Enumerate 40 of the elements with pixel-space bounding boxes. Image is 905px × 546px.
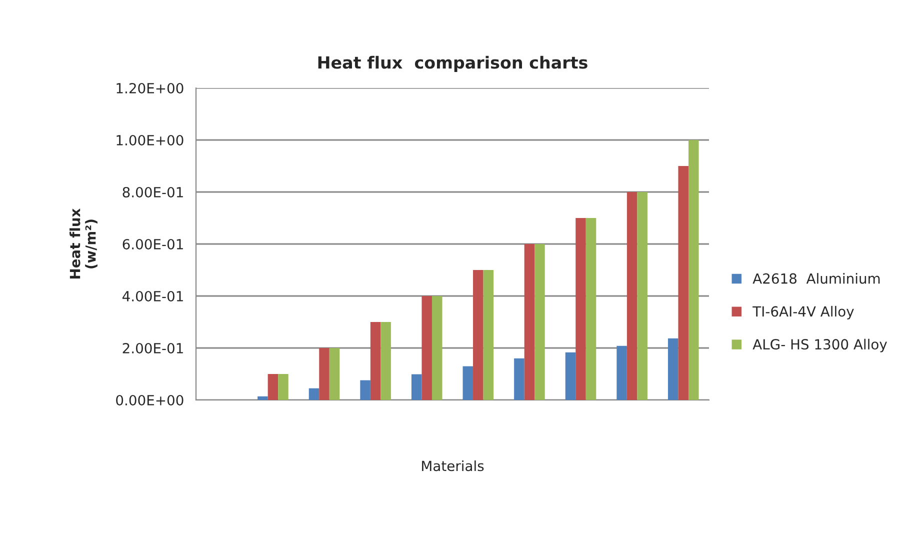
y-axis-title: Heat flux (w/m²): [70, 208, 98, 278]
bar: [616, 346, 627, 400]
bar: [319, 348, 330, 400]
bar: [329, 348, 340, 400]
y-tick-label: 2.00E-01: [122, 342, 183, 354]
bar: [462, 366, 474, 400]
y-tick-label: 4.00E-01: [122, 290, 183, 302]
y-tick-label: 8.00E-01: [122, 186, 183, 198]
bar: [432, 296, 442, 400]
bar: [668, 338, 678, 400]
bar: [258, 396, 268, 400]
bar: [534, 244, 545, 400]
y-tick-label: 1.20E+00: [116, 82, 184, 94]
bar: [360, 380, 370, 400]
bar: [308, 388, 320, 400]
bar: [278, 374, 288, 400]
legend-label: TI-6AI-4V Alloy: [752, 306, 854, 320]
bar: [678, 166, 688, 400]
bar: [524, 244, 535, 400]
y-tick-label: 1.00E+00: [116, 134, 184, 146]
y-tick-label: 0.00E+00: [116, 394, 184, 406]
bar: [514, 358, 524, 400]
y-tick-label: 6.00E-01: [122, 238, 183, 250]
bar: [586, 218, 596, 400]
bar: [473, 270, 484, 400]
bar: [576, 218, 586, 400]
x-axis-title: Materials: [422, 460, 484, 472]
bar: [688, 140, 699, 400]
bar: [422, 296, 432, 400]
bar: [370, 322, 381, 400]
bar: [626, 192, 638, 400]
legend-label: ALG- HS 1300 Alloy: [752, 338, 887, 352]
bar: [411, 374, 422, 400]
bar: [565, 352, 576, 400]
chart-title: Heat flux comparison charts: [318, 56, 588, 72]
bar: [637, 192, 648, 400]
legend-label: A2618 Aluminium: [752, 273, 880, 284]
bar: [483, 270, 494, 400]
bar: [268, 374, 278, 400]
bar: [380, 322, 391, 400]
